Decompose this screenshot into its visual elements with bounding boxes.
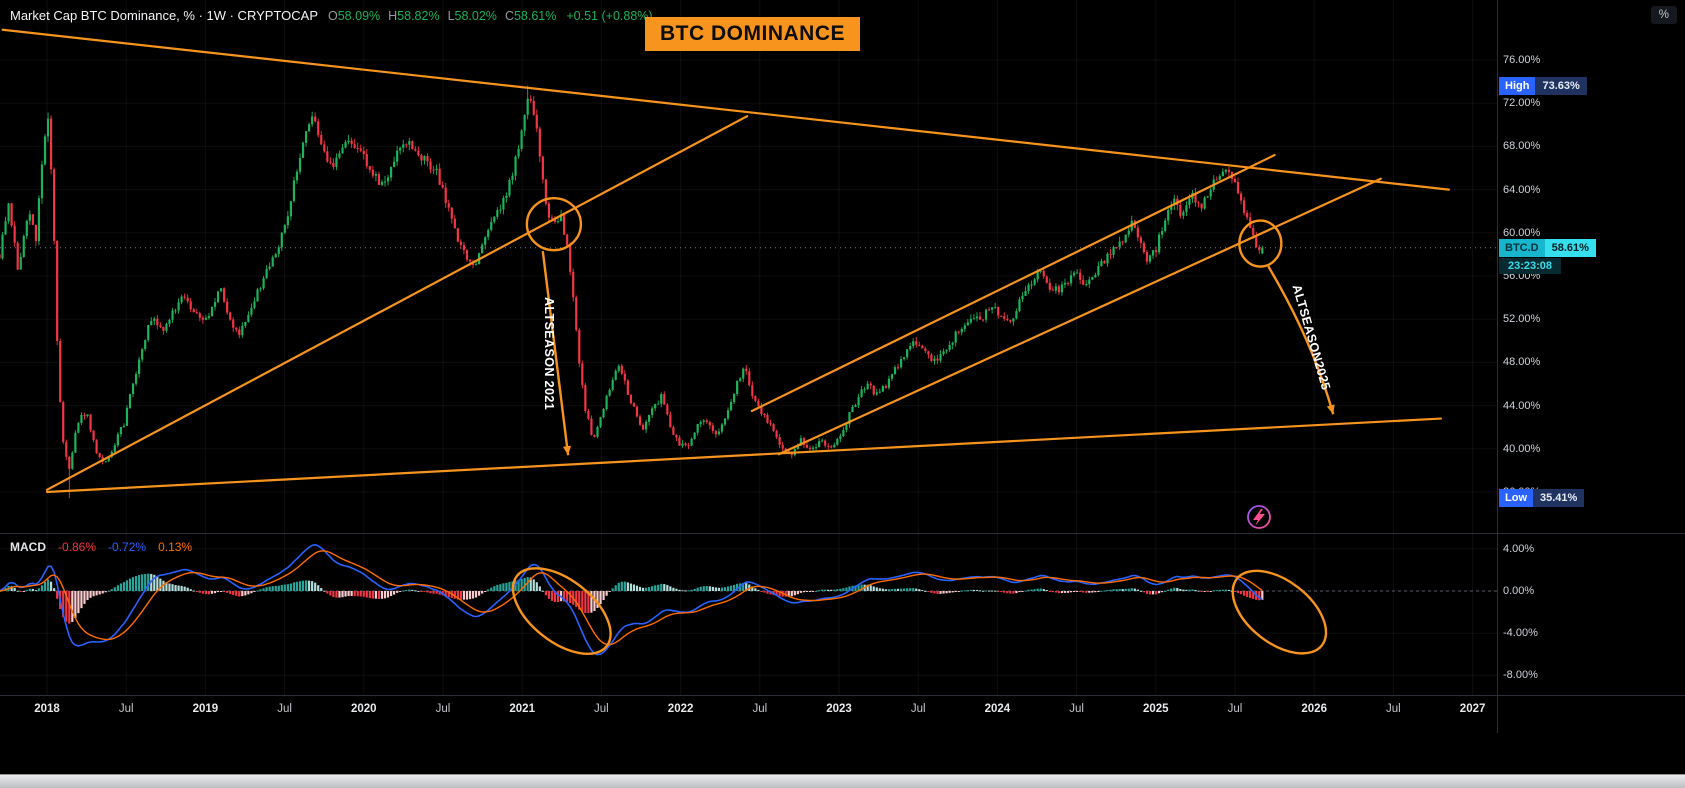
price-tick-label: 76.00% [1503,54,1541,66]
macd-tick-label: -4.00% [1503,627,1538,640]
breakdown-circle-2021[interactable] [525,196,583,252]
time-axis-label[interactable]: Jul [594,703,609,715]
time-axis[interactable]: 2018 Jul 2019 Jul 2020 Jul 2021 Jul 2022 Jul 2023 J… [0,696,1685,733]
price-axis[interactable]: % 76.00% 72.00% 68.00% 64.00% 60.00% 56.00% 52… [1498,0,1685,733]
ohlc-item: L58.02% [447,9,497,23]
candlestick-series [0,85,1264,499]
trendline-channel-upper[interactable] [750,153,1276,413]
price-tick-label: 40.00% [1503,442,1541,455]
symbol-title[interactable]: Market Cap BTC Dominance, % · 1W · CRYPT… [10,8,318,23]
time-axis-label[interactable]: 2023 [826,703,852,715]
ohlc-item: H58.82% [388,9,440,23]
time-axis-label[interactable]: Jul [1069,703,1084,715]
macd-histogram-value: -0.86% [58,540,97,554]
last-badge-symbol: BTC.D [1499,238,1545,257]
macd-breakdown-2025[interactable] [1218,554,1341,669]
time-axis-label[interactable]: Jul [1227,703,1243,715]
altseason-2021-label[interactable]: ALTSEASON 2021 [542,297,556,411]
trendline-channel-lower[interactable] [777,177,1382,456]
grid-layer [0,0,1497,695]
time-axis-label[interactable]: 2025 [1143,703,1169,715]
ohlc-item: O58.09% [328,9,381,23]
last-badge-value: 58.61% [1544,238,1596,257]
time-axis-label[interactable]: 2020 [351,703,377,715]
low-badge-label: Low [1499,489,1533,508]
bottom-scrollbar[interactable] [0,774,1685,788]
ohlc-values: O58.09% H58.82% L58.02% C58.61% [328,8,556,23]
low-price-badge: Low 35.41% [1499,489,1585,508]
time-axis-label[interactable]: Jul [435,703,451,715]
btc-dominance-banner[interactable]: BTC DOMINANCE [645,17,860,51]
trendline-descending-resistance[interactable] [1,28,1450,191]
macd-signal-value: 0.13% [158,540,193,554]
high-badge-label: High [1499,76,1536,95]
trendline-long-term-support[interactable] [45,417,1443,494]
price-unit-button[interactable]: % [1650,6,1677,24]
price-tick-label: 44.00% [1503,399,1541,412]
macd-indicator-title[interactable]: MACD [10,540,46,554]
macd-tick-label: -8.00% [1503,669,1538,682]
macd-legend: MACD -0.86% -0.72% 0.13% [10,540,192,554]
time-axis-label[interactable]: 2027 [1459,703,1486,715]
last-price-badge: BTC.D 58.61% [1499,238,1596,257]
high-price-badge: High 73.63% [1499,76,1587,95]
time-axis-label[interactable]: 2019 [192,703,219,715]
time-axis-label[interactable]: Jul [752,703,768,715]
breakdown-circle-2025[interactable] [1238,219,1283,268]
macd-signal-line [0,550,1263,646]
ohlc-item: C58.61% [504,9,557,23]
time-axis-label[interactable]: Jul [910,703,926,715]
macd-breakdown-2021[interactable] [498,552,626,671]
time-axis-label[interactable]: 2018 [34,703,60,715]
macd-line-value: -0.72% [108,540,147,554]
bar-countdown: 23:23:08 [1499,257,1562,274]
pane-separators [0,0,1685,733]
time-axis-label[interactable]: Jul [118,703,134,715]
macd-tick-label: 4.00% [1503,542,1535,555]
time-axis-label[interactable]: 2022 [667,703,694,715]
price-tick-label: 64.00% [1503,183,1541,196]
trendline-rising-wedge-support[interactable] [45,115,749,491]
high-badge-value: 73.63% [1535,76,1587,95]
symbol-legend: Market Cap BTC Dominance, % · 1W · CRYPT… [10,8,653,23]
price-tick-label: 52.00% [1503,313,1541,326]
time-axis-label[interactable]: 2021 [509,703,535,715]
price-tick-label: 72.00% [1503,97,1541,110]
time-axis-label[interactable]: 2024 [984,703,1011,715]
price-tick-label: 60.00% [1503,226,1541,239]
change-value: +0.51 (+0.88%) [566,9,653,23]
time-axis-label[interactable]: Jul [277,703,292,715]
macd-line [0,543,1263,656]
macd-tick-label: 0.00% [1503,585,1535,597]
altseason-2021-arrow[interactable] [541,251,572,456]
price-tick-label: 48.00% [1503,356,1541,369]
altseason-2025-arrow[interactable] [1267,265,1335,415]
time-axis-label[interactable]: 2026 [1301,703,1327,715]
low-badge-value: 35.41% [1533,489,1585,508]
flash-icon[interactable] [1247,505,1271,529]
time-axis-label[interactable]: Jul [1386,703,1401,715]
price-tick-label: 68.00% [1503,140,1541,153]
